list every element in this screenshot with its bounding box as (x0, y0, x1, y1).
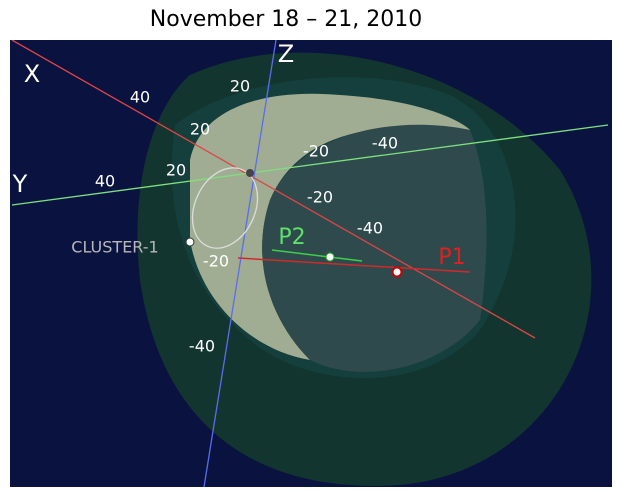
p2-marker (326, 253, 334, 261)
title: November 18 – 21, 2010 (150, 7, 422, 32)
x-tick-label: 40 (130, 88, 150, 107)
z-tick-label: -40 (189, 337, 215, 356)
cluster-marker (186, 238, 194, 246)
z-tick-label: -20 (203, 252, 229, 271)
p1-marker (393, 268, 402, 277)
p1-label: P1 (438, 245, 465, 270)
p2-label: P2 (278, 225, 305, 250)
z-axis-label: Z (278, 40, 294, 68)
x-tick-label: -20 (307, 188, 333, 207)
scene: November 18 – 21, 2010 X Y Z 40 20 -20 -… (0, 0, 622, 490)
x-tick-label: -40 (357, 219, 383, 238)
y-axis-label: Y (12, 170, 28, 198)
y-tick-label: -20 (303, 142, 329, 161)
page: {"title": "November 18 – 21, 2010", "axe… (0, 0, 622, 490)
cluster-label: CLUSTER-1 (71, 238, 158, 257)
x-axis-label: X (24, 60, 40, 88)
y-tick-label: 40 (95, 172, 115, 191)
x-tick-label: 20 (190, 120, 210, 139)
y-tick-label: -40 (372, 134, 398, 153)
z-tick-label: 20 (230, 77, 250, 96)
y-tick-label: 20 (166, 161, 186, 180)
earth (246, 169, 254, 177)
